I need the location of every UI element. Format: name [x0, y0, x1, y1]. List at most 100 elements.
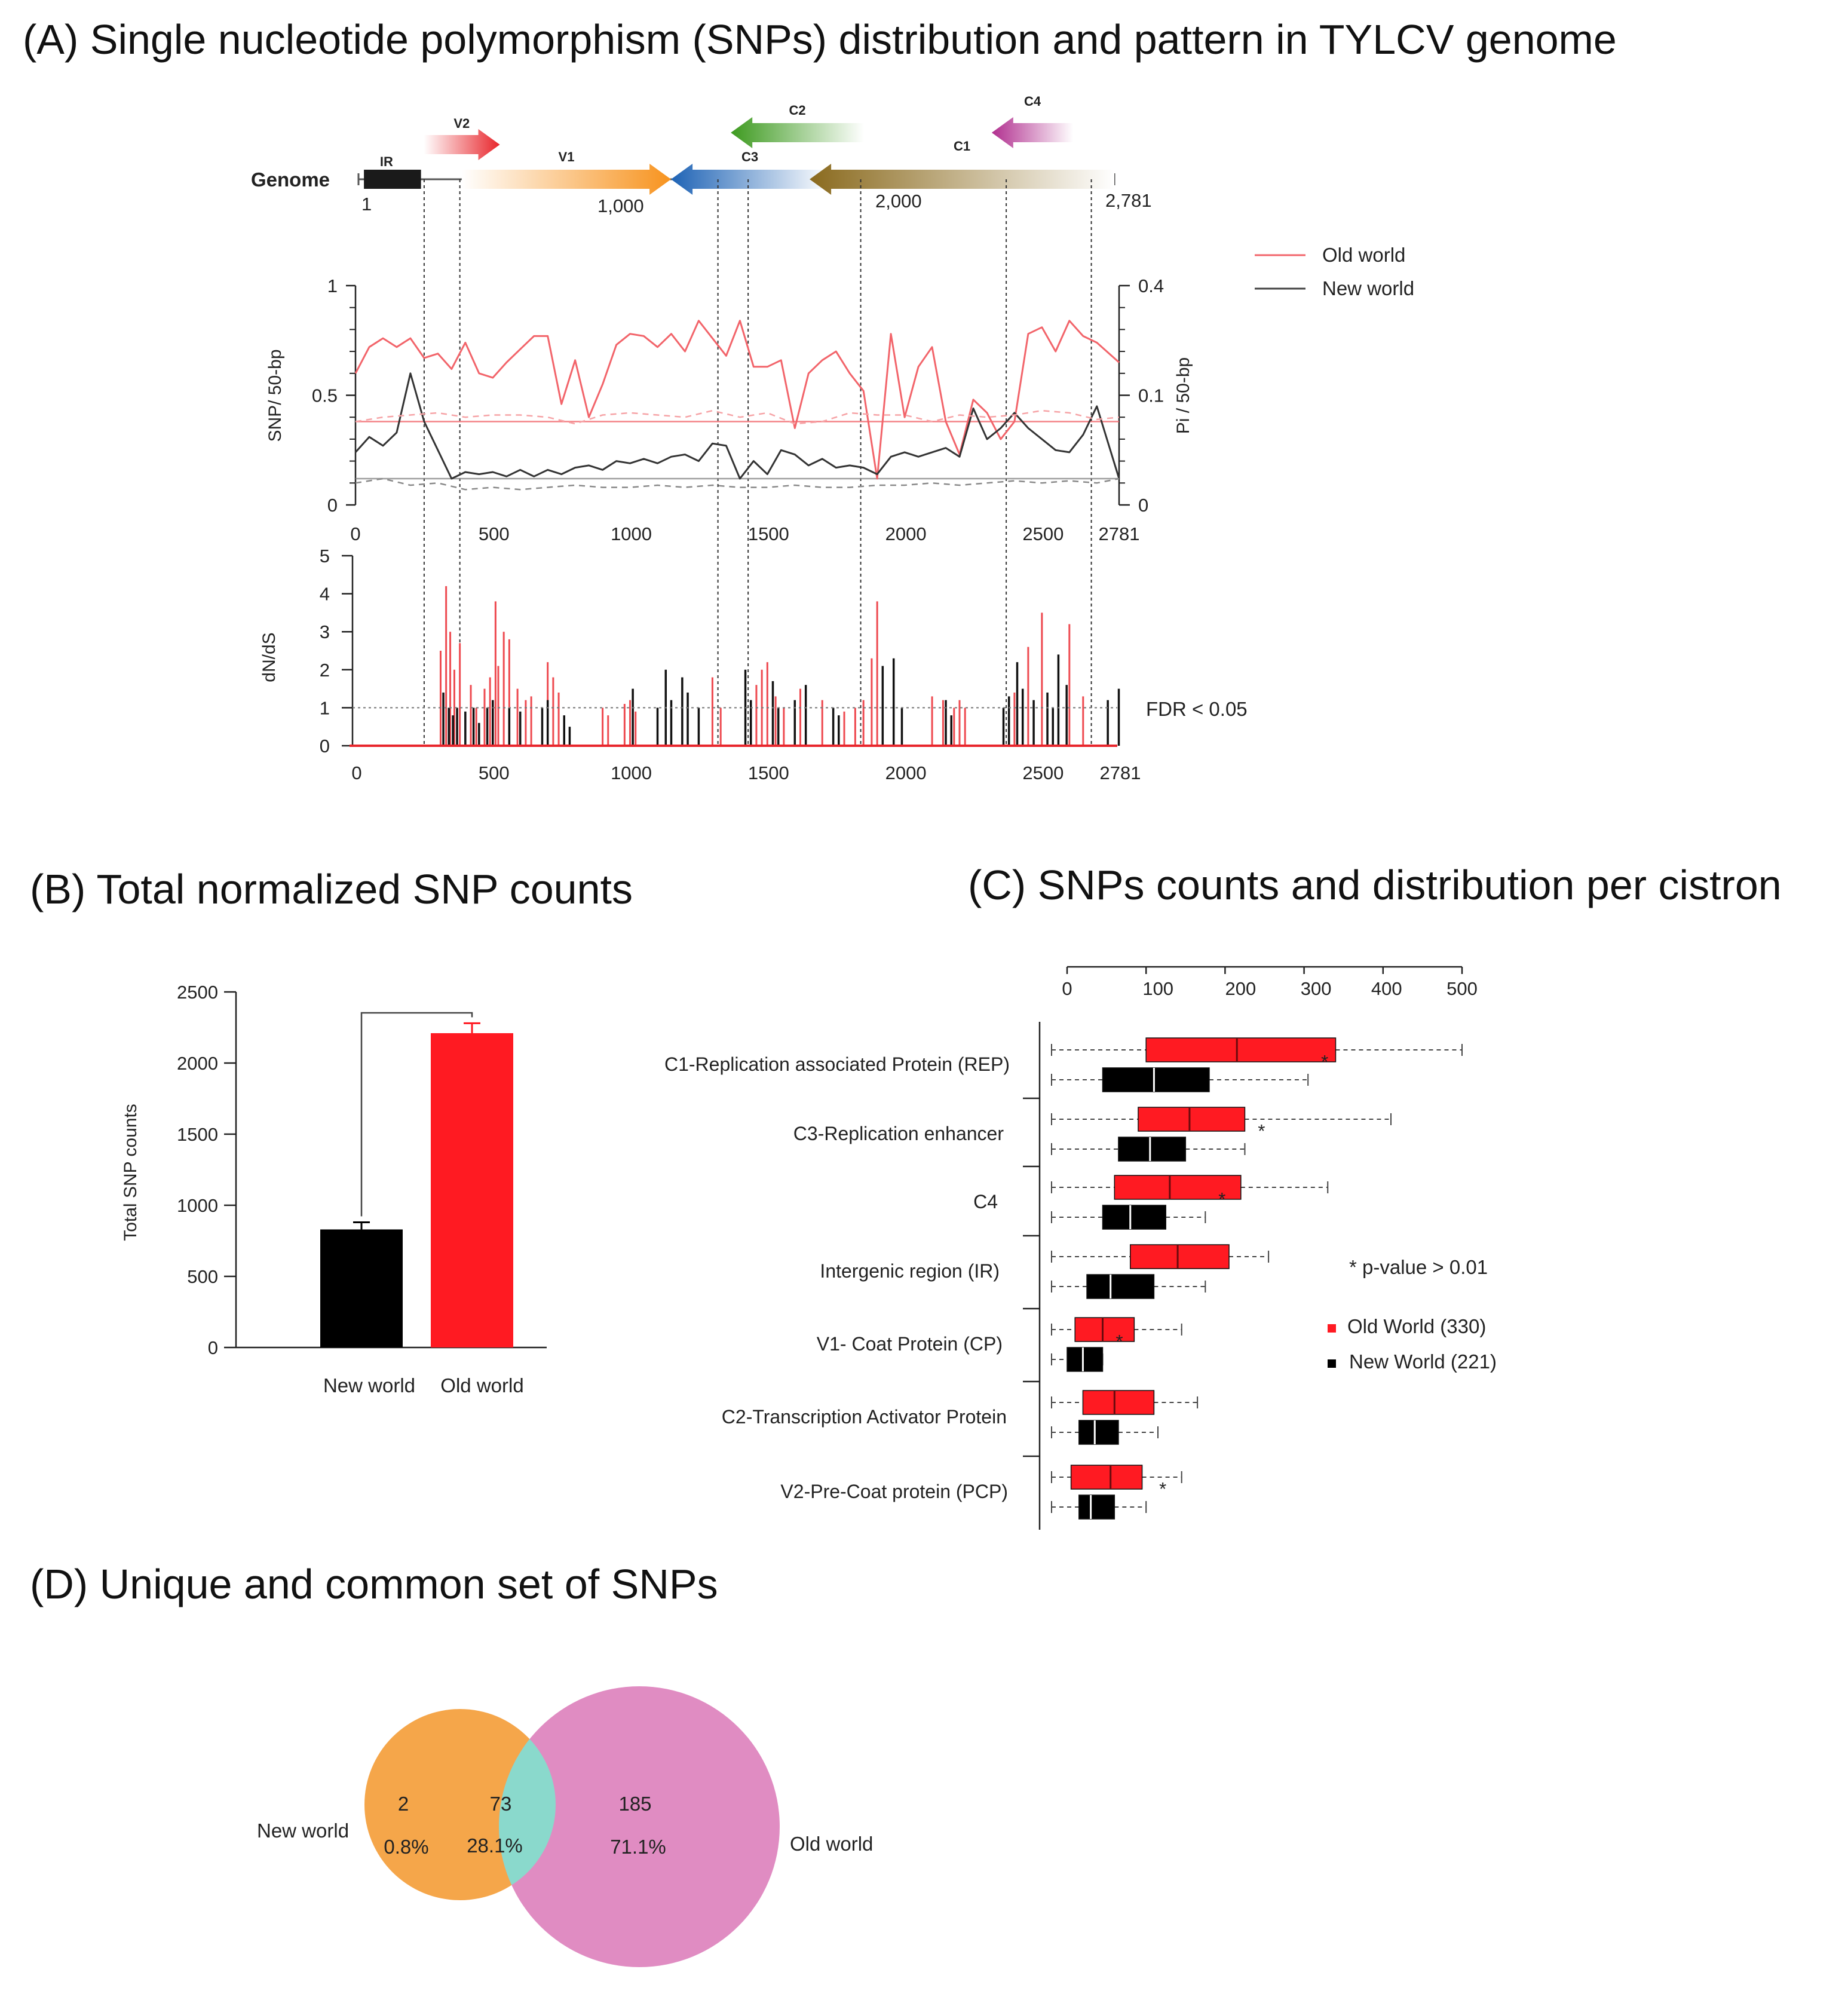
box-group: C2-Transcription Activator Protein	[722, 1380, 1199, 1445]
pi-y-tick-label: 0.1	[1138, 385, 1164, 406]
box-x-tick-label: 0	[1062, 978, 1072, 999]
dnds-x-ticks: 0 500 1000 1500 2000 2500 2781	[351, 762, 1141, 783]
gene-arrow-v1	[461, 164, 672, 195]
gene-arrow-c1	[810, 164, 1114, 195]
cistron-box-plot: 0 100 200 300 400 500 C1-Replication associat…	[664, 966, 1497, 1530]
legend-new-world-box: New World (221)	[1349, 1350, 1497, 1373]
snp-x-tick-label: 500	[479, 523, 510, 544]
cistron-label: C4	[973, 1191, 998, 1212]
snp-line-chart: 00.51 00.10.4 0 500 1000 1500 2000 2500 2781 S…	[265, 244, 1414, 544]
bar-category-label: Old world	[440, 1374, 523, 1396]
gene-arrow-ir	[364, 170, 421, 189]
dnds-y-tick-label: 1	[320, 697, 330, 718]
genome-end-label: 2,781	[1105, 190, 1152, 211]
gene-arrow-c2	[731, 117, 865, 148]
gene-label-c3: C3	[741, 149, 758, 164]
bar-old-world	[431, 1033, 513, 1347]
box-x-tick-label: 100	[1142, 978, 1173, 999]
significance-star: *	[1115, 1331, 1123, 1352]
gene-label-c2: C2	[789, 103, 806, 118]
dnds-x-tick-label: 2781	[1100, 762, 1141, 783]
dnds-x-tick-label: 500	[479, 762, 510, 783]
pi-y-tick-label: 0.4	[1138, 275, 1164, 296]
pi-y-label: Pi / 50-bp	[1173, 357, 1193, 434]
gene-label-v1: V1	[559, 149, 575, 164]
old-world-box	[1082, 1390, 1155, 1415]
dnds-bars	[439, 586, 1120, 746]
panel-a-title: (A) Single nucleotide polymorphism (SNPs…	[23, 16, 1617, 63]
old-world-box	[1074, 1317, 1135, 1342]
new-world-box	[1066, 1347, 1104, 1372]
gene-label-c1: C1	[954, 139, 970, 154]
dnds-y-label: dN/dS	[259, 632, 279, 682]
gene-label-ir: IR	[380, 154, 393, 169]
panel-d-title: (D) Unique and common set of SNPs	[30, 1561, 718, 1607]
new-world-box	[1078, 1420, 1119, 1445]
genome-label: Genome	[251, 169, 330, 191]
bar-y-ticks: 0 500 1000 1500 2000 2500	[177, 982, 236, 1358]
snp-y-tick-label: 0.5	[312, 385, 338, 406]
snp-x-ticks: 0 500 1000 1500 2000 2500 2781	[350, 523, 1139, 544]
box-x-ticks: 0 100 200 300 400 500	[1062, 967, 1478, 999]
box-group: C4 *	[973, 1165, 1329, 1230]
dnds-y-ticks: 0 1 2 3 4 5	[320, 546, 353, 756]
new-world-box	[1086, 1274, 1155, 1299]
genome-scale-1000: 1,000	[597, 195, 644, 216]
venn-new-only-count: 2	[398, 1793, 409, 1815]
legend-old-world: Old world	[1322, 244, 1405, 266]
new-world-box	[1102, 1067, 1210, 1092]
pi-y-tick-label: 0	[1138, 495, 1148, 516]
box-group: V1- Coat Protein (CP) *	[817, 1307, 1182, 1372]
snp-x-tick-label: 0	[350, 523, 360, 544]
snp-y-label: SNP/ 50-bp	[265, 349, 285, 442]
old-world-box	[1130, 1244, 1230, 1269]
snp-x-tick-label: 1000	[611, 523, 652, 544]
snp-legend: Old world New world	[1255, 244, 1414, 299]
snp-x-tick-label: 2500	[1022, 523, 1064, 544]
dnds-y-tick-label: 4	[320, 584, 330, 605]
box-groups: C1-Replication associated Protein (REP) *…	[664, 1037, 1463, 1520]
cistron-label: V1- Coat Protein (CP)	[817, 1333, 1003, 1355]
box-group: C3-Replication enhancer *	[793, 1097, 1392, 1162]
new-world-box	[1078, 1494, 1115, 1520]
total-snp-bar-chart: 0 500 1000 1500 2000 2500 Total SNP counts Ne…	[121, 982, 547, 1396]
genome-scale-2000: 2,000	[875, 191, 922, 212]
significance-star: *	[1321, 1051, 1328, 1072]
p-value-note: * p-value > 0.01	[1349, 1256, 1488, 1278]
new-world-box	[1118, 1137, 1187, 1162]
venn-old-only-percent: 71.1%	[610, 1836, 666, 1858]
pi-y-ticks: 0 0.1 0.4	[1119, 275, 1164, 516]
venn-common-count: 73	[490, 1793, 512, 1815]
box-group: V2-Pre-Coat protein (PCP) *	[780, 1455, 1182, 1520]
bar-y-tick-label: 500	[187, 1266, 218, 1287]
bar-y-tick-label: 1500	[177, 1124, 218, 1145]
cistron-label: C3-Replication enhancer	[793, 1123, 1004, 1144]
dnds-x-tick-label: 0	[351, 762, 361, 783]
significance-bracket	[360, 1012, 473, 1217]
venn-old-world-circle	[499, 1686, 780, 1967]
gene-arrows: IR V2 V1 C3 C2 C1 C4	[364, 94, 1114, 195]
bar-category-label: New world	[323, 1374, 415, 1396]
genome-map: Genome 1 2,781 1,000 2,000 IR V2 V1 C3 C2 C1 C…	[251, 94, 1152, 746]
venn-old-only-count: 185	[618, 1793, 651, 1815]
cistron-label: C2-Transcription Activator Protein	[722, 1406, 1007, 1428]
gene-arrow-c4	[991, 117, 1074, 148]
bars: New world Old world	[320, 1022, 524, 1396]
venn-diagram: New world Old world 2 0.8% 73 28.1% 185 …	[257, 1686, 873, 1967]
legend-new-world-box-swatch	[1328, 1359, 1336, 1368]
significance-star: *	[1218, 1189, 1225, 1209]
venn-new-only-percent: 0.8%	[384, 1836, 428, 1858]
old-world-box	[1070, 1465, 1143, 1490]
dnds-chart: 0 1 2 3 4 5 0 500 1000 1500 2000 2500 2781 dN/dS FD…	[259, 546, 1248, 783]
snp-x-tick-label: 2781	[1099, 523, 1140, 544]
snp-x-tick-label: 1500	[748, 523, 789, 544]
box-group: C1-Replication associated Protein (REP) *	[664, 1037, 1463, 1092]
gene-label-v2: V2	[453, 116, 470, 131]
venn-common-percent: 28.1%	[467, 1834, 523, 1857]
old-world-box	[1138, 1107, 1246, 1132]
old-world-box	[1114, 1175, 1242, 1200]
dnds-y-tick-label: 3	[320, 621, 330, 642]
box-x-tick-label: 200	[1225, 978, 1256, 999]
box-x-tick-label: 300	[1301, 978, 1332, 999]
